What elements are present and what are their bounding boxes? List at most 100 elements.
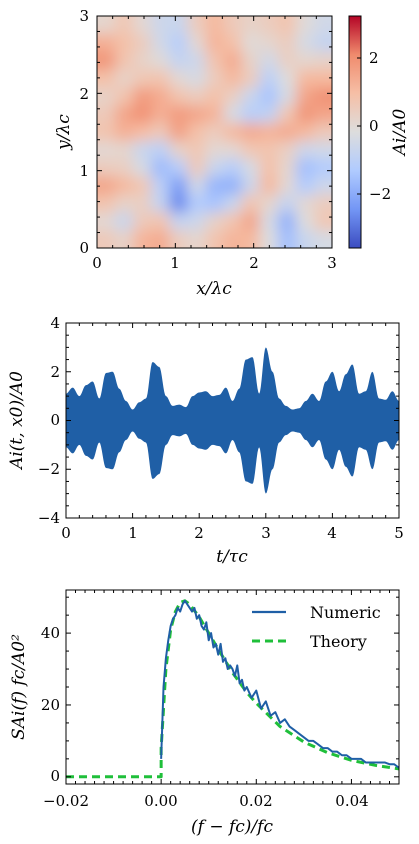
heatmap-cell bbox=[205, 158, 225, 178]
heatmap-cell bbox=[223, 194, 243, 213]
heatmap-cell bbox=[97, 69, 116, 88]
heatmap-cell bbox=[187, 33, 207, 53]
heatmap-cell bbox=[169, 16, 188, 35]
heatmap-ytick-1: 1 bbox=[79, 162, 89, 180]
heatmap-cell bbox=[115, 176, 134, 196]
series-theory bbox=[66, 599, 399, 779]
heatmap-cell bbox=[115, 69, 134, 88]
heatmap-cell bbox=[241, 230, 261, 248]
heatmap-cell bbox=[187, 105, 207, 124]
heatmap-cell bbox=[97, 16, 116, 35]
heatmap-cell bbox=[205, 69, 225, 88]
heatmap-ylabel: y/λc bbox=[54, 114, 74, 151]
heatmap-cell bbox=[205, 105, 225, 124]
heatmap-cell bbox=[259, 16, 279, 35]
heatmap-cell bbox=[295, 33, 315, 53]
heatmap-cell bbox=[187, 212, 207, 231]
heatmap-cell bbox=[151, 51, 170, 71]
heatmap-cell bbox=[277, 33, 297, 53]
heatmap-cell bbox=[97, 158, 116, 178]
heatmap-cell bbox=[241, 212, 261, 231]
heatmap-cell bbox=[205, 212, 225, 231]
spectrum-legend: Numeric Theory bbox=[252, 603, 381, 651]
heatmap-cell bbox=[115, 87, 134, 106]
heatmap-cell bbox=[115, 194, 134, 213]
heatmap-cell bbox=[313, 105, 332, 124]
heatmap-cell bbox=[241, 158, 261, 178]
heatmap-ytick-0: 0 bbox=[79, 239, 89, 257]
heatmap-cell bbox=[259, 194, 279, 213]
heatmap-cell bbox=[277, 87, 297, 106]
heatmap-cell bbox=[151, 69, 170, 88]
heatmap-cell bbox=[115, 158, 134, 178]
heatmap-cell bbox=[133, 176, 152, 196]
heatmap-cell bbox=[115, 230, 134, 248]
heatmap-cell bbox=[313, 176, 332, 196]
heatmap-cell bbox=[313, 87, 332, 106]
heatmap-cell bbox=[187, 123, 207, 142]
heatmap-cell bbox=[223, 51, 243, 71]
heatmap-cell bbox=[169, 33, 188, 53]
heatmap-cell bbox=[97, 140, 116, 160]
heatmap-cell bbox=[259, 158, 279, 178]
heatmap-cell bbox=[241, 33, 261, 53]
heatmap-cell bbox=[259, 105, 279, 124]
heatmap-cell bbox=[241, 69, 261, 88]
heatmap-cell bbox=[259, 176, 279, 196]
ts-ytick-4: 4 bbox=[50, 314, 60, 332]
heatmap-cell bbox=[97, 194, 116, 213]
heatmap-cell bbox=[205, 140, 225, 160]
heatmap-cell bbox=[151, 87, 170, 106]
heatmap-cell bbox=[223, 105, 243, 124]
heatmap-cell bbox=[277, 176, 297, 196]
heatmap-cell bbox=[205, 87, 225, 106]
heatmap-cell bbox=[223, 158, 243, 178]
colorbar-label: Ai/A0 bbox=[390, 109, 410, 158]
heatmap-cell bbox=[133, 212, 152, 231]
heatmap-cell bbox=[295, 123, 315, 142]
colorbar-tick-0: 0 bbox=[369, 117, 379, 135]
heatmap-cell bbox=[187, 16, 207, 35]
heatmap-cell bbox=[133, 69, 152, 88]
heatmap-cell bbox=[295, 176, 315, 196]
heatmap-cell bbox=[151, 176, 170, 196]
heatmap-cell bbox=[169, 140, 188, 160]
heatmap-cell bbox=[295, 51, 315, 71]
heatmap-cell bbox=[133, 194, 152, 213]
timeseries-area bbox=[66, 347, 399, 494]
heatmap-cell bbox=[223, 140, 243, 160]
heatmap-cell bbox=[169, 212, 188, 231]
heatmap-cell bbox=[223, 230, 243, 248]
heatmap-ticks bbox=[96, 15, 333, 249]
colorbar: 2 0 −2 Ai/A0 bbox=[348, 15, 410, 249]
heatmap-cell bbox=[241, 51, 261, 71]
heatmap-cell bbox=[277, 51, 297, 71]
spectrum-ticks bbox=[65, 590, 400, 784]
heatmap-cell bbox=[169, 87, 188, 106]
heatmap-cell bbox=[313, 158, 332, 178]
heatmap-cell bbox=[277, 194, 297, 213]
heatmap-cell bbox=[277, 140, 297, 160]
heatmap-cell bbox=[133, 123, 152, 142]
heatmap-cell bbox=[133, 105, 152, 124]
heatmap-xtick-0: 0 bbox=[92, 254, 102, 272]
heatmap-cell bbox=[97, 176, 116, 196]
heatmap-cell bbox=[133, 51, 152, 71]
colorbar-bar bbox=[348, 15, 362, 249]
heatmap-cell bbox=[115, 16, 134, 35]
heatmap-cell bbox=[151, 123, 170, 142]
ts-xlabel: t/τc bbox=[216, 547, 248, 567]
heatmap-cell bbox=[313, 140, 332, 160]
heatmap-cell bbox=[97, 123, 116, 142]
legend-numeric-label: Numeric bbox=[310, 603, 381, 622]
heatmap-cell bbox=[115, 105, 134, 124]
heatmap-cell bbox=[205, 33, 225, 53]
ts-xtick-3: 3 bbox=[261, 524, 271, 542]
heatmap-cell bbox=[97, 212, 116, 231]
heatmap-cell bbox=[151, 230, 170, 248]
heatmap-cells bbox=[97, 16, 332, 248]
timeseries-ticks bbox=[65, 322, 400, 519]
heatmap-cell bbox=[133, 87, 152, 106]
heatmap-cell bbox=[187, 140, 207, 160]
